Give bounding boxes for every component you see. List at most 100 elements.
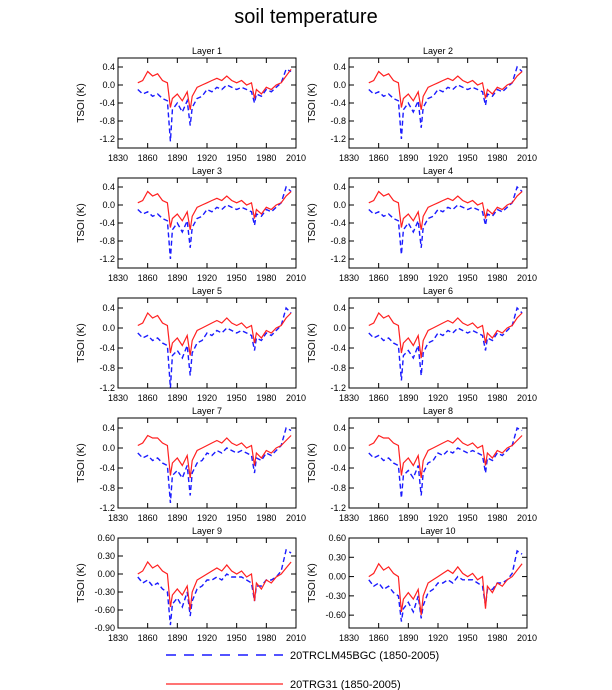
- panel-7: [117, 417, 297, 509]
- series-line-clm45bgc: [368, 549, 523, 622]
- y-tick-label: -1.2: [330, 383, 346, 393]
- x-tick-label: 1890: [167, 393, 187, 403]
- y-tick-label: 0.0: [333, 80, 346, 90]
- panel-10: [348, 537, 528, 629]
- y-tick-label: 0.60: [97, 533, 115, 543]
- y-axis-label: TSOI (K): [307, 443, 318, 482]
- y-axis-label: TSOI (K): [307, 203, 318, 242]
- y-tick-label: 0.4: [333, 62, 346, 72]
- x-tick-label: 1830: [339, 393, 359, 403]
- series-line-g31: [137, 434, 292, 479]
- panel-title: Layer 4: [423, 166, 453, 176]
- y-tick-label: -0.30: [94, 587, 115, 597]
- x-tick-label: 1890: [167, 153, 187, 163]
- x-tick-label: 1950: [227, 633, 247, 643]
- x-tick-label: 1890: [398, 153, 418, 163]
- y-axis-label: TSOI (K): [76, 83, 87, 122]
- series-line-g31: [137, 311, 292, 356]
- x-tick-label: 1830: [339, 273, 359, 283]
- series-line-clm45bgc: [137, 68, 292, 142]
- series-line-clm45bgc: [368, 306, 523, 381]
- x-tick-label: 1860: [369, 273, 389, 283]
- x-tick-label: 1860: [138, 153, 158, 163]
- y-tick-label: 0.0: [333, 323, 346, 333]
- x-tick-label: 2010: [286, 633, 306, 643]
- series-line-g31: [368, 70, 523, 110]
- x-tick-label: 1950: [458, 153, 478, 163]
- y-tick-label: 0.00: [328, 572, 346, 582]
- panel-2: [348, 57, 528, 149]
- x-tick-label: 1920: [428, 513, 448, 523]
- y-tick-label: -0.8: [99, 236, 115, 246]
- x-tick-label: 1830: [339, 633, 359, 643]
- x-tick-label: 1980: [487, 393, 507, 403]
- x-tick-label: 1830: [339, 153, 359, 163]
- series-line-clm45bgc: [137, 306, 292, 388]
- x-tick-label: 2010: [286, 393, 306, 403]
- x-tick-label: 1920: [428, 153, 448, 163]
- x-tick-label: 1890: [398, 513, 418, 523]
- series-line-clm45bgc: [368, 185, 523, 255]
- panel-title: Layer 2: [423, 46, 453, 56]
- panel-title: Layer 9: [192, 526, 222, 536]
- y-tick-label: -0.4: [99, 463, 115, 473]
- plot-frame: [117, 417, 297, 509]
- series-line-g31: [368, 562, 523, 616]
- x-tick-label: 1920: [428, 633, 448, 643]
- series-line-g31: [368, 311, 523, 359]
- y-tick-label: 0.0: [333, 443, 346, 453]
- panel-6: [348, 297, 528, 389]
- x-tick-label: 1830: [339, 513, 359, 523]
- x-tick-label: 1980: [256, 393, 276, 403]
- y-tick-label: 0.4: [333, 303, 346, 313]
- plot-frame: [348, 297, 528, 389]
- y-tick-label: -1.2: [99, 503, 115, 513]
- x-tick-label: 1920: [197, 513, 217, 523]
- x-tick-label: 1860: [369, 153, 389, 163]
- x-tick-label: 2010: [286, 273, 306, 283]
- y-tick-label: 0.0: [102, 323, 115, 333]
- plot-frame: [117, 177, 297, 269]
- x-tick-label: 1920: [197, 273, 217, 283]
- y-tick-label: 0.4: [102, 182, 115, 192]
- panel-title: Layer 1: [192, 46, 222, 56]
- x-tick-label: 1860: [369, 513, 389, 523]
- x-tick-label: 1980: [256, 513, 276, 523]
- x-tick-label: 1980: [487, 633, 507, 643]
- y-tick-label: -0.8: [99, 116, 115, 126]
- x-tick-label: 1950: [227, 513, 247, 523]
- y-tick-label: -1.2: [330, 134, 346, 144]
- y-tick-label: 0.4: [333, 182, 346, 192]
- y-tick-label: -0.8: [330, 363, 346, 373]
- x-tick-label: 1920: [197, 153, 217, 163]
- y-tick-label: 0.60: [328, 533, 346, 543]
- y-tick-label: 0.4: [333, 423, 346, 433]
- panel-title: Layer 3: [192, 166, 222, 176]
- x-tick-label: 2010: [517, 153, 537, 163]
- y-tick-label: -0.8: [99, 363, 115, 373]
- x-tick-label: 1920: [428, 393, 448, 403]
- plot-frame: [348, 177, 528, 269]
- y-tick-label: 0.00: [97, 569, 115, 579]
- plot-frame: [348, 57, 528, 149]
- panel-4: [348, 177, 528, 269]
- series-line-clm45bgc: [137, 185, 292, 260]
- x-tick-label: 1950: [458, 273, 478, 283]
- x-tick-label: 2010: [517, 513, 537, 523]
- x-tick-label: 1890: [167, 513, 187, 523]
- x-tick-label: 1980: [487, 273, 507, 283]
- y-tick-label: -1.2: [330, 254, 346, 264]
- x-tick-label: 1950: [227, 153, 247, 163]
- y-axis-label: TSOI (K): [307, 563, 318, 602]
- panel-title: Layer 10: [420, 526, 455, 536]
- panel-title: Layer 8: [423, 406, 453, 416]
- y-tick-label: -0.4: [99, 98, 115, 108]
- x-tick-label: 1860: [138, 633, 158, 643]
- series-line-g31: [137, 190, 292, 230]
- panel-title: Layer 6: [423, 286, 453, 296]
- y-tick-label: -0.4: [99, 218, 115, 228]
- y-axis-label: TSOI (K): [76, 323, 87, 362]
- y-tick-label: -0.4: [330, 463, 346, 473]
- x-tick-label: 1860: [138, 393, 158, 403]
- series-line-clm45bgc: [368, 426, 523, 499]
